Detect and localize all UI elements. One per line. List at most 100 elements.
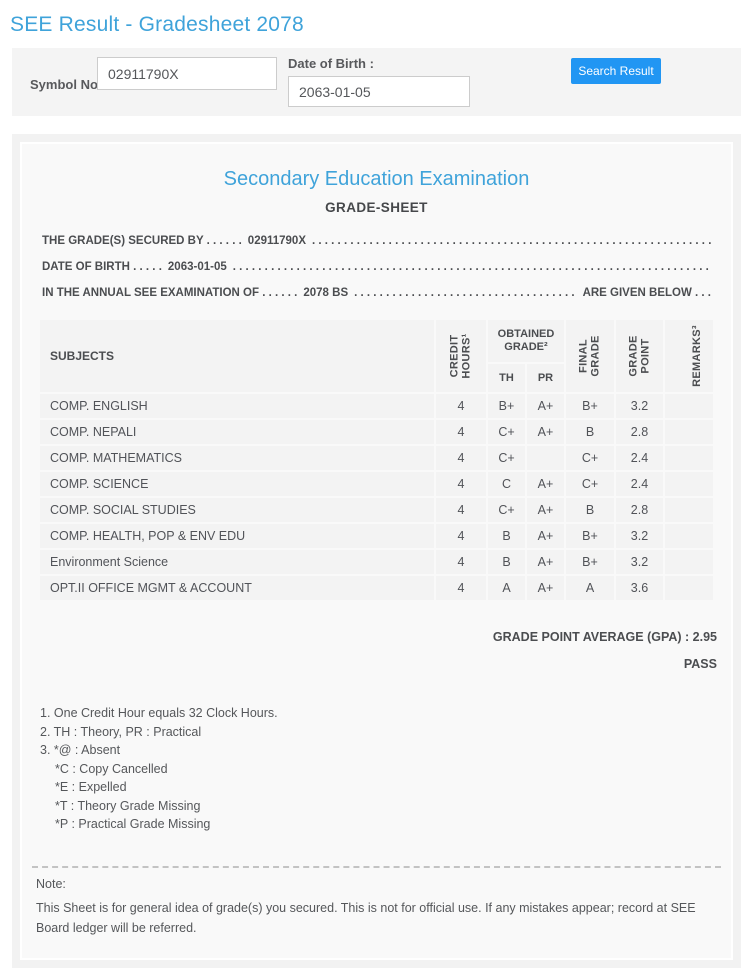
table-row: COMP. SOCIAL STUDIES 4 C+ A+ B 2.8 — [40, 498, 713, 522]
remarks-cell — [665, 576, 713, 600]
result-status: PASS — [683, 657, 717, 671]
final-grade-cell: B — [566, 420, 614, 444]
remarks-cell — [665, 394, 713, 418]
remarks-header-label: REMARKS³ — [690, 325, 703, 387]
dotted-filler: . . . . . . . . . . . . . . . . . . . . … — [232, 261, 711, 273]
symbol-no-input[interactable] — [97, 57, 277, 90]
final-grade-cell: B — [566, 498, 614, 522]
th-grade-cell: A — [487, 576, 525, 600]
grade-point-cell: 3.6 — [616, 576, 663, 600]
final-grade-cell: A — [566, 576, 614, 600]
final-grade-cell: B+ — [566, 394, 614, 418]
th-grade-cell: B — [487, 550, 525, 574]
credit-cell: 4 — [435, 550, 486, 574]
dob-input[interactable] — [288, 76, 470, 107]
credit-cell: 4 — [435, 472, 486, 496]
pr-grade-cell: A+ — [526, 498, 564, 522]
grade-point-header: GRADE POINT — [616, 320, 663, 392]
pr-header: PR — [526, 364, 564, 392]
subject-cell: COMP. HEALTH, POP & ENV EDU — [40, 524, 434, 548]
grade-point-cell: 2.4 — [616, 446, 663, 470]
footnote-copy-cancelled: *C : Copy Cancelled — [55, 761, 168, 776]
footnotes: 1. One Credit Hour equals 32 Clock Hours… — [40, 704, 721, 834]
table-row: COMP. MATHEMATICS 4 C+ C+ 2.4 — [40, 446, 713, 470]
final-grade-cell: C+ — [566, 472, 614, 496]
remarks-cell — [665, 420, 713, 444]
dob-value: 2063-01-05 — [167, 261, 227, 273]
final-grade-header-label: FINAL GRADE — [577, 335, 602, 377]
footer-note-heading: Note: — [36, 876, 66, 891]
dob-prefix: DATE OF BIRTH . . . . . — [42, 261, 162, 273]
th-grade-cell: C+ — [487, 446, 525, 470]
subjects-header: SUBJECTS — [40, 320, 434, 392]
footer-note-body: This Sheet is for general idea of grade(… — [36, 900, 696, 935]
footnote-theory-missing: *T : Theory Grade Missing — [55, 798, 201, 813]
secured-by-value: 02911790X — [247, 235, 306, 247]
credit-hours-header-label: CREDIT HOURS¹ — [448, 333, 473, 379]
th-grade-cell: C+ — [487, 420, 525, 444]
subject-cell: COMP. SOCIAL STUDIES — [40, 498, 434, 522]
gradesheet-panel: Secondary Education Examination GRADE-SH… — [12, 134, 741, 968]
exam-year-suffix: ARE GIVEN BELOW . . . — [582, 287, 711, 299]
gradesheet-table: SUBJECTS CREDIT HOURS¹ OBTAINED GRADE² F… — [38, 318, 715, 602]
subject-cell: COMP. ENGLISH — [40, 394, 434, 418]
subject-cell: COMP. MATHEMATICS — [40, 446, 434, 470]
subject-cell: OPT.II OFFICE MGMT & ACCOUNT — [40, 576, 434, 600]
dob-label: Date of Birth : — [288, 56, 374, 71]
table-row: OPT.II OFFICE MGMT & ACCOUNT 4 A A+ A 3.… — [40, 576, 713, 600]
subject-cell: COMP. SCIENCE — [40, 472, 434, 496]
th-grade-cell: C+ — [487, 498, 525, 522]
search-result-button[interactable]: Search Result — [571, 58, 661, 84]
credit-cell: 4 — [435, 524, 486, 548]
th-header: TH — [487, 364, 525, 392]
symbol-no-label: Symbol No : — [30, 77, 106, 92]
footnote-credit-hour: 1. One Credit Hour equals 32 Clock Hours… — [40, 706, 278, 720]
pr-grade-cell: A+ — [526, 472, 564, 496]
pr-grade-cell: A+ — [526, 394, 564, 418]
page-title: SEE Result - Gradesheet 2078 — [10, 13, 304, 36]
grade-point-cell: 2.8 — [616, 498, 663, 522]
table-row: COMP. NEPALI 4 C+ A+ B 2.8 — [40, 420, 713, 444]
footnote-practical-missing: *P : Practical Grade Missing — [55, 817, 211, 831]
pr-grade-cell: A+ — [526, 550, 564, 574]
exam-year-value: 2078 BS — [303, 287, 349, 299]
remarks-cell — [665, 446, 713, 470]
remarks-cell — [665, 498, 713, 522]
credit-cell: 4 — [435, 446, 486, 470]
secured-by-prefix: THE GRADE(S) SECURED BY . . . . . . — [42, 235, 242, 247]
credit-cell: 4 — [435, 498, 486, 522]
pr-grade-cell: A+ — [526, 420, 564, 444]
footnote-expelled: *E : Expelled — [55, 780, 127, 794]
pr-grade-cell — [526, 446, 564, 470]
obtained-grade-header: OBTAINED GRADE² — [487, 320, 564, 363]
gradesheet-intro: THE GRADE(S) SECURED BY . . . . . . 0291… — [42, 228, 711, 306]
credit-cell: 4 — [435, 576, 486, 600]
th-grade-cell: C — [487, 472, 525, 496]
credit-hours-header: CREDIT HOURS¹ — [435, 320, 486, 392]
grade-point-cell: 3.2 — [616, 550, 663, 574]
footnote-absent: 3. *@ : Absent — [40, 743, 121, 757]
grade-point-cell: 2.8 — [616, 420, 663, 444]
table-header-row: SUBJECTS CREDIT HOURS¹ OBTAINED GRADE² F… — [40, 320, 713, 392]
remarks-cell — [665, 524, 713, 548]
table-row: COMP. HEALTH, POP & ENV EDU 4 B A+ B+ 3.… — [40, 524, 713, 548]
table-subheader-row: TH PR — [40, 364, 713, 392]
remarks-cell — [665, 550, 713, 574]
pr-grade-cell: A+ — [526, 576, 564, 600]
final-grade-cell: B+ — [566, 524, 614, 548]
intro-line-secured-by: THE GRADE(S) SECURED BY . . . . . . 0291… — [42, 228, 711, 254]
table-row: COMP. ENGLISH 4 B+ A+ B+ 3.2 — [40, 394, 713, 418]
footnote-th-pr: 2. TH : Theory, PR : Practical — [40, 724, 202, 739]
result-summary: GRADE POINT AVERAGE (GPA) : 2.95 PASS — [36, 624, 717, 678]
dob-field-group: Date of Birth : — [288, 56, 470, 107]
table-row: Environment Science 4 B A+ B+ 3.2 — [40, 550, 713, 574]
final-grade-cell: B+ — [566, 550, 614, 574]
subject-cell: COMP. NEPALI — [40, 420, 434, 444]
remarks-cell — [665, 472, 713, 496]
exam-year-prefix: IN THE ANNUAL SEE EXAMINATION OF . . . .… — [42, 287, 298, 299]
grade-point-cell: 3.2 — [616, 524, 663, 548]
dashed-divider — [32, 865, 721, 868]
credit-cell: 4 — [435, 420, 486, 444]
dotted-filler: . . . . . . . . . . . . . . . . . . . . … — [354, 287, 576, 299]
final-grade-header: FINAL GRADE — [566, 320, 614, 392]
